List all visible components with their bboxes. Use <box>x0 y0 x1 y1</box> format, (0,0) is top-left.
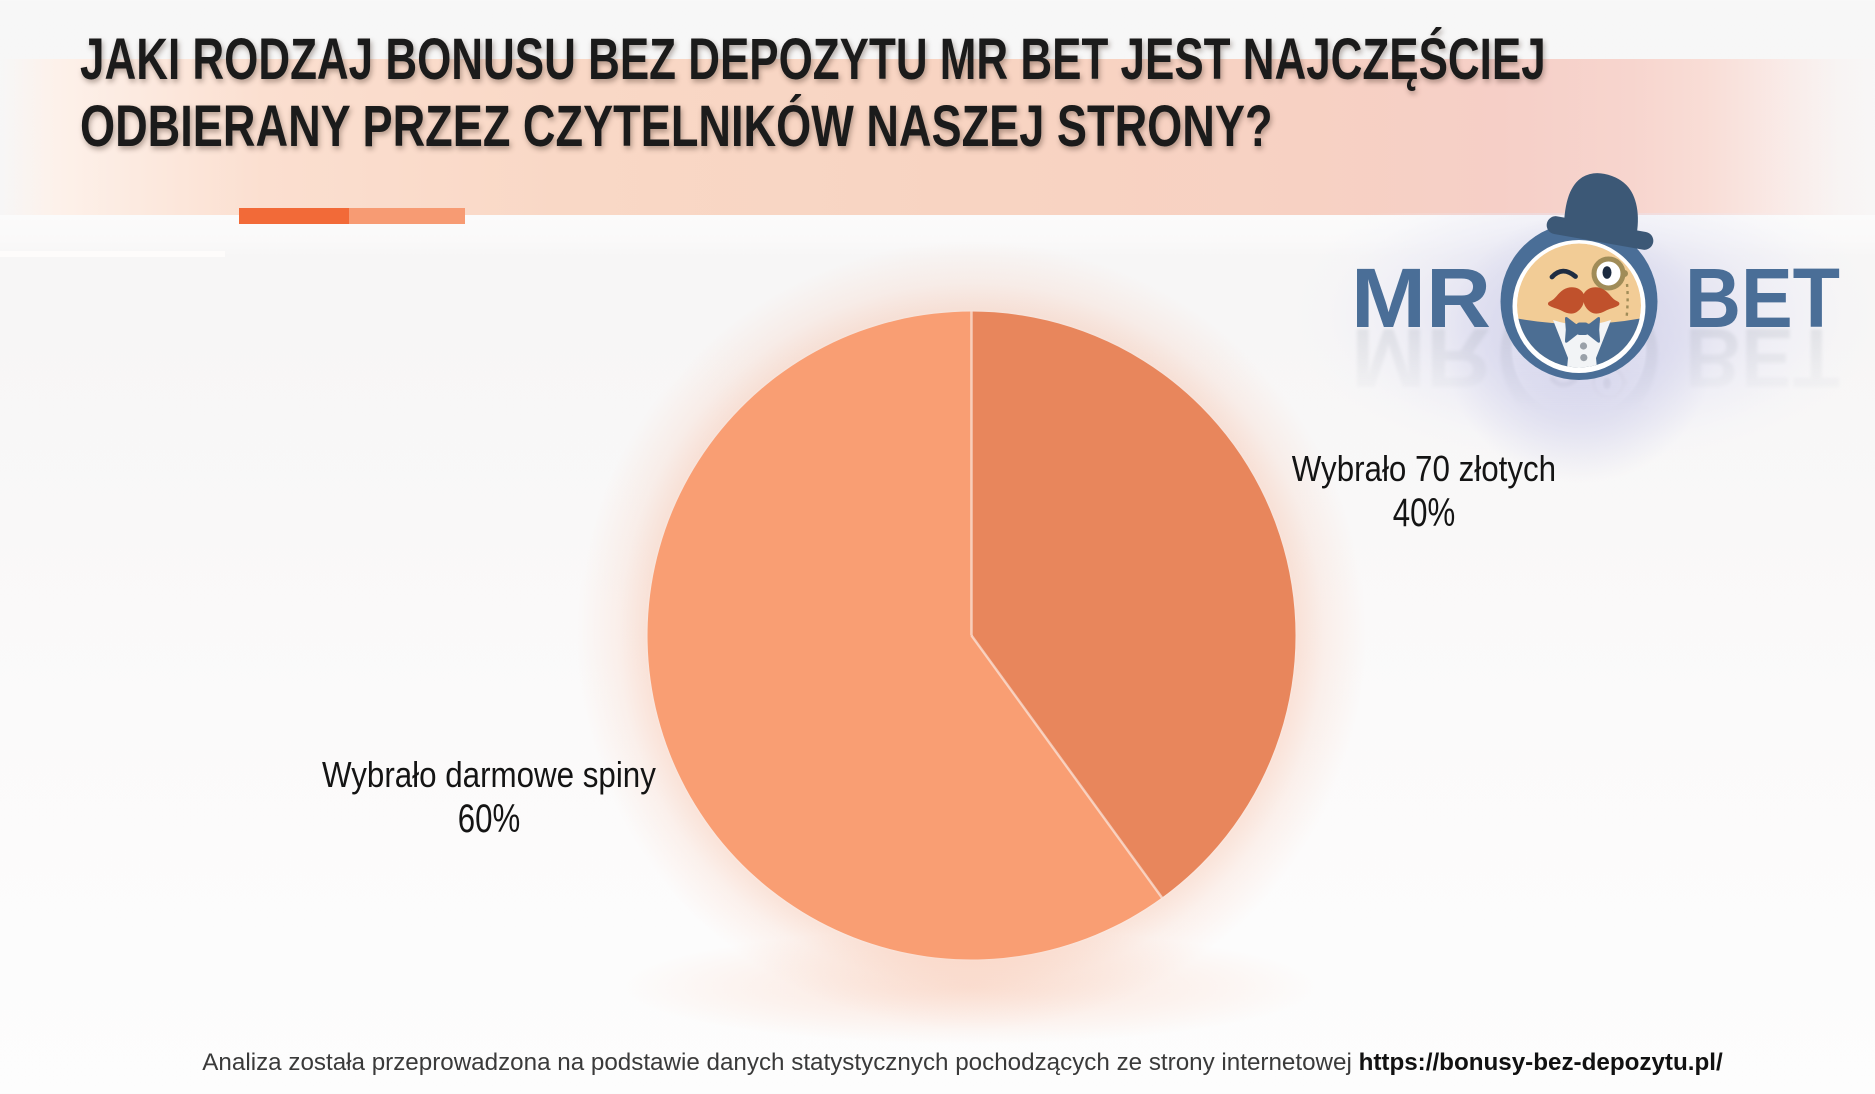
svg-text:MR: MR <box>1351 251 1491 345</box>
svg-text:BET: BET <box>1685 251 1840 345</box>
